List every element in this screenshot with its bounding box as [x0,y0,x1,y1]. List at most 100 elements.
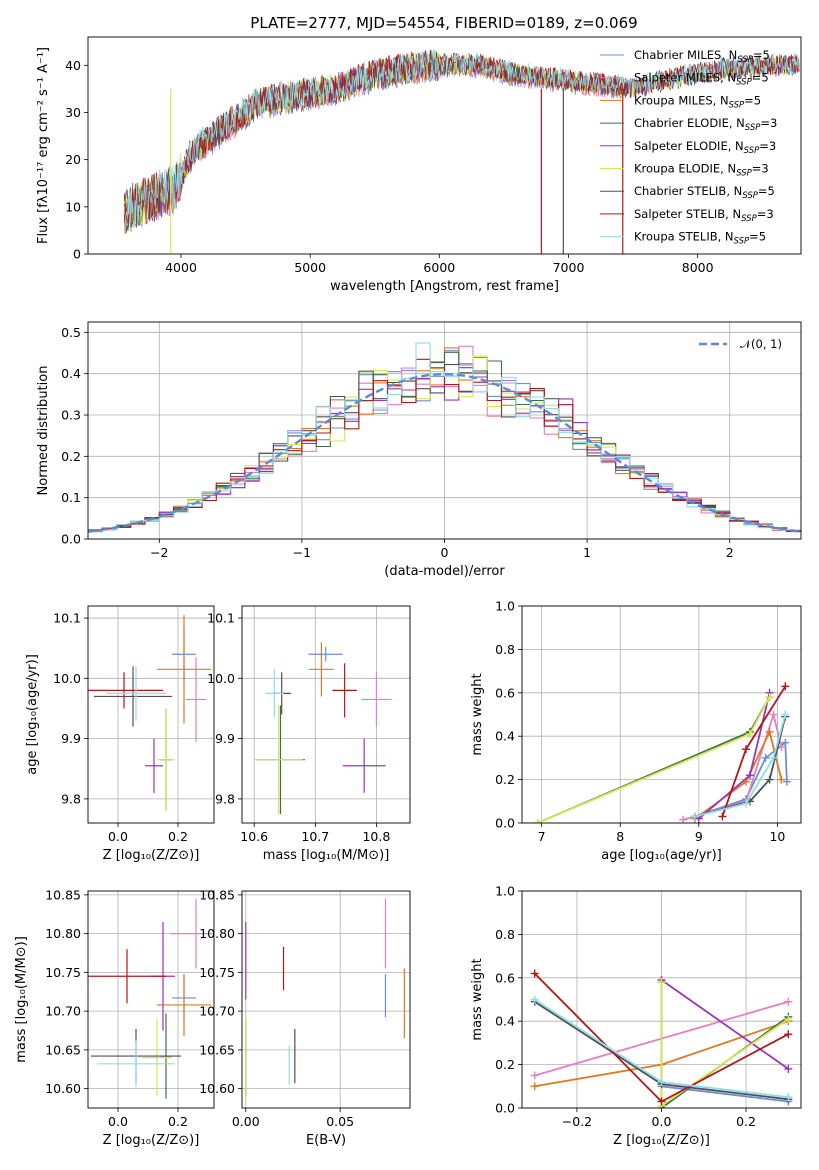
x-axis-label: wavelength [Angstrom, rest frame] [330,279,559,294]
errorbar-point-kroupa-miles [157,973,211,1036]
mass-vs-ebv-panel: 0.00 0.05 10.60 10.65 10.70 10.75 10.80 10.85 E(… [199,887,411,1148]
x-axis-label: E(B-V) [306,1133,346,1148]
y-tick-label: 30 [65,105,81,120]
y-tick-label: 0.2 [495,772,515,787]
errorbar-point-kroupa-miles [309,642,334,697]
x-tick-label: 10.7 [301,829,329,844]
weight-marker-kroupa-stelib [784,1093,793,1102]
weight-marker-kroupa-stelib [657,1077,666,1086]
axes-frame [521,605,802,824]
y-tick-label: 0.2 [495,1057,515,1072]
y-tick-label: 10.70 [45,1004,81,1019]
weight-marker-chabrier-stelib [765,775,774,784]
legend-label-kroupa-stelib: Kroupa STELIB, NSSP=5 [634,230,766,247]
plot-area [88,898,214,1099]
legend-label-chabrier-elodie: Chabrier ELODIE, NSSP=3 [634,116,777,133]
x-tick-label: 10.6 [240,829,268,844]
x-tick-label: −2 [150,545,168,560]
age-vs-mass-panel: 10.6 10.7 10.8 9.8 9.9 10.0 10.1 mass [log₁₀(M/… [207,605,411,863]
y-tick-label: 10 [65,199,81,214]
weight-marker-salpeter-stelib [718,812,727,821]
y-tick-label: 10.1 [53,611,81,626]
weight-line-kroupa-stelib [694,714,787,818]
errorbar-point-salpeter-miles [361,672,392,727]
y-tick-label: 9.9 [215,731,235,746]
x-tick-label: 4000 [165,260,197,275]
plot-area [88,342,801,533]
errorbar-point-salpeter-stelib [88,672,163,709]
y-tick-label: 10.60 [199,1081,235,1096]
y-tick-label: 0.5 [61,325,81,340]
plot-area [254,642,392,814]
weight-marker-kroupa-elodie [745,730,754,739]
y-tick-label: 0.4 [495,1014,515,1029]
mass-vs-metallicity-panel: 0.0 0.2 10.60 10.65 10.70 10.75 10.80 10.85 Z [l… [14,887,215,1148]
x-tick-label: 8000 [682,260,714,275]
y-tick-label: 0.1 [61,490,81,505]
residual-panel: −2 −1 0 1 2 0.0 0.1 0.2 0.3 0.4 0.5 (data-model)/er… [36,321,802,579]
y-axis-label: mass weight [470,958,485,1040]
x-tick-label: 7000 [553,260,585,275]
spectrum-legend: Chabrier MILES, NSSP=5 Salpeter MILES, NS… [600,48,777,247]
errorbar-point-kroupa-miles [157,615,211,724]
x-tick-label: 0.2 [168,1114,188,1129]
weight-marker-salpeter-stelib [530,969,539,978]
x-tick-label: 0.2 [168,829,188,844]
weight-marker-salpeter-miles [530,1071,539,1080]
weight-marker-kroupa-elodie [657,978,666,987]
x-tick-label: 0.2 [736,1114,756,1129]
y-tick-label: 10.65 [45,1042,81,1057]
x-tick-label: 0.00 [232,1114,260,1129]
plot-area [530,969,793,1108]
axes-frame [241,890,411,1109]
x-tick-label: 0.0 [108,1114,128,1129]
y-tick-label: 0.8 [495,642,515,657]
weight-marker-kroupa-elodie [784,1015,793,1024]
x-tick-label: 5000 [294,260,326,275]
charts-layer: 4000 5000 6000 7000 8000010203040wavelength … [14,36,802,1148]
spectrum-panel: 4000 5000 6000 7000 8000 0 10 20 30 40 wavelength … [36,36,802,294]
errorbar-point-salpeter-stelib [88,949,166,1004]
weight-line-chabrier-miles [661,1085,789,1103]
weight-marker-salpeter-stelib [784,1030,793,1039]
y-tick-label: 0.4 [495,729,515,744]
y-tick-label: 10.85 [45,887,81,902]
x-axis-label: Z [log₁₀(Z/Z⊙)] [613,1133,710,1148]
y-axis-label: Normed distribution [36,366,51,496]
y-tick-label: 10.85 [199,887,235,902]
x-tick-label: 0.0 [108,829,128,844]
gaussian-curve [88,372,801,533]
legend-label-salpeter-miles: Salpeter MILES, NSSP=5 [634,71,769,88]
x-tick-label: 0.05 [326,1114,354,1129]
errorbar-point-kroupa-stelib [97,1040,175,1088]
x-axis-label: Z [log₁₀(Z/Z⊙)] [103,1133,200,1148]
weight-marker-kroupa-stelib [741,799,750,808]
weight-marker-salpeter-elodie [745,771,754,780]
weight-marker-chabrier-miles [781,738,790,747]
spectrum-line-kroupa-stelib [123,49,800,229]
y-tick-label: 0.4 [61,366,81,381]
y-tick-label: 0.0 [495,1101,515,1116]
y-tick-label: 10.0 [207,671,235,686]
y-axis-label: mass [log₁₀(M/M⊙)] [14,936,29,1063]
mass-weight-vs-metallicity-panel: −0.2 0.0 0.2 0.0 0.2 0.4 0.6 0.8 1.0 Z [log₁₀(Z/Z… [470,884,802,1148]
y-tick-label: 0.8 [495,927,515,942]
weight-marker-salpeter-stelib [781,682,790,691]
plot-area [533,682,791,823]
y-tick-label: 40 [65,58,81,73]
weight-marker-kroupa-stelib [781,710,790,719]
x-tick-label: −0.2 [562,1114,592,1129]
errorbar-point-salpeter-elodie [145,738,163,793]
weight-marker-kroupa-miles [777,775,786,784]
x-tick-label: 0 [441,545,449,560]
spectrum-title: PLATE=2777, MJD=54554, FIBERID=0189, z=0… [250,14,637,32]
errorbar-point-kroupa-elodie [254,705,304,814]
weight-marker-kroupa-miles [530,1082,539,1091]
weight-marker-kroupa-stelib [530,995,539,1004]
x-tick-label: 2 [726,545,734,560]
weight-line-salpeter-elodie [660,979,789,1070]
histogram-kroupa-stelib [88,342,801,533]
errorbar-point-kroupa-stelib [265,669,284,718]
x-tick-label: 10.8 [362,829,390,844]
y-tick-label: 10.80 [45,926,81,941]
